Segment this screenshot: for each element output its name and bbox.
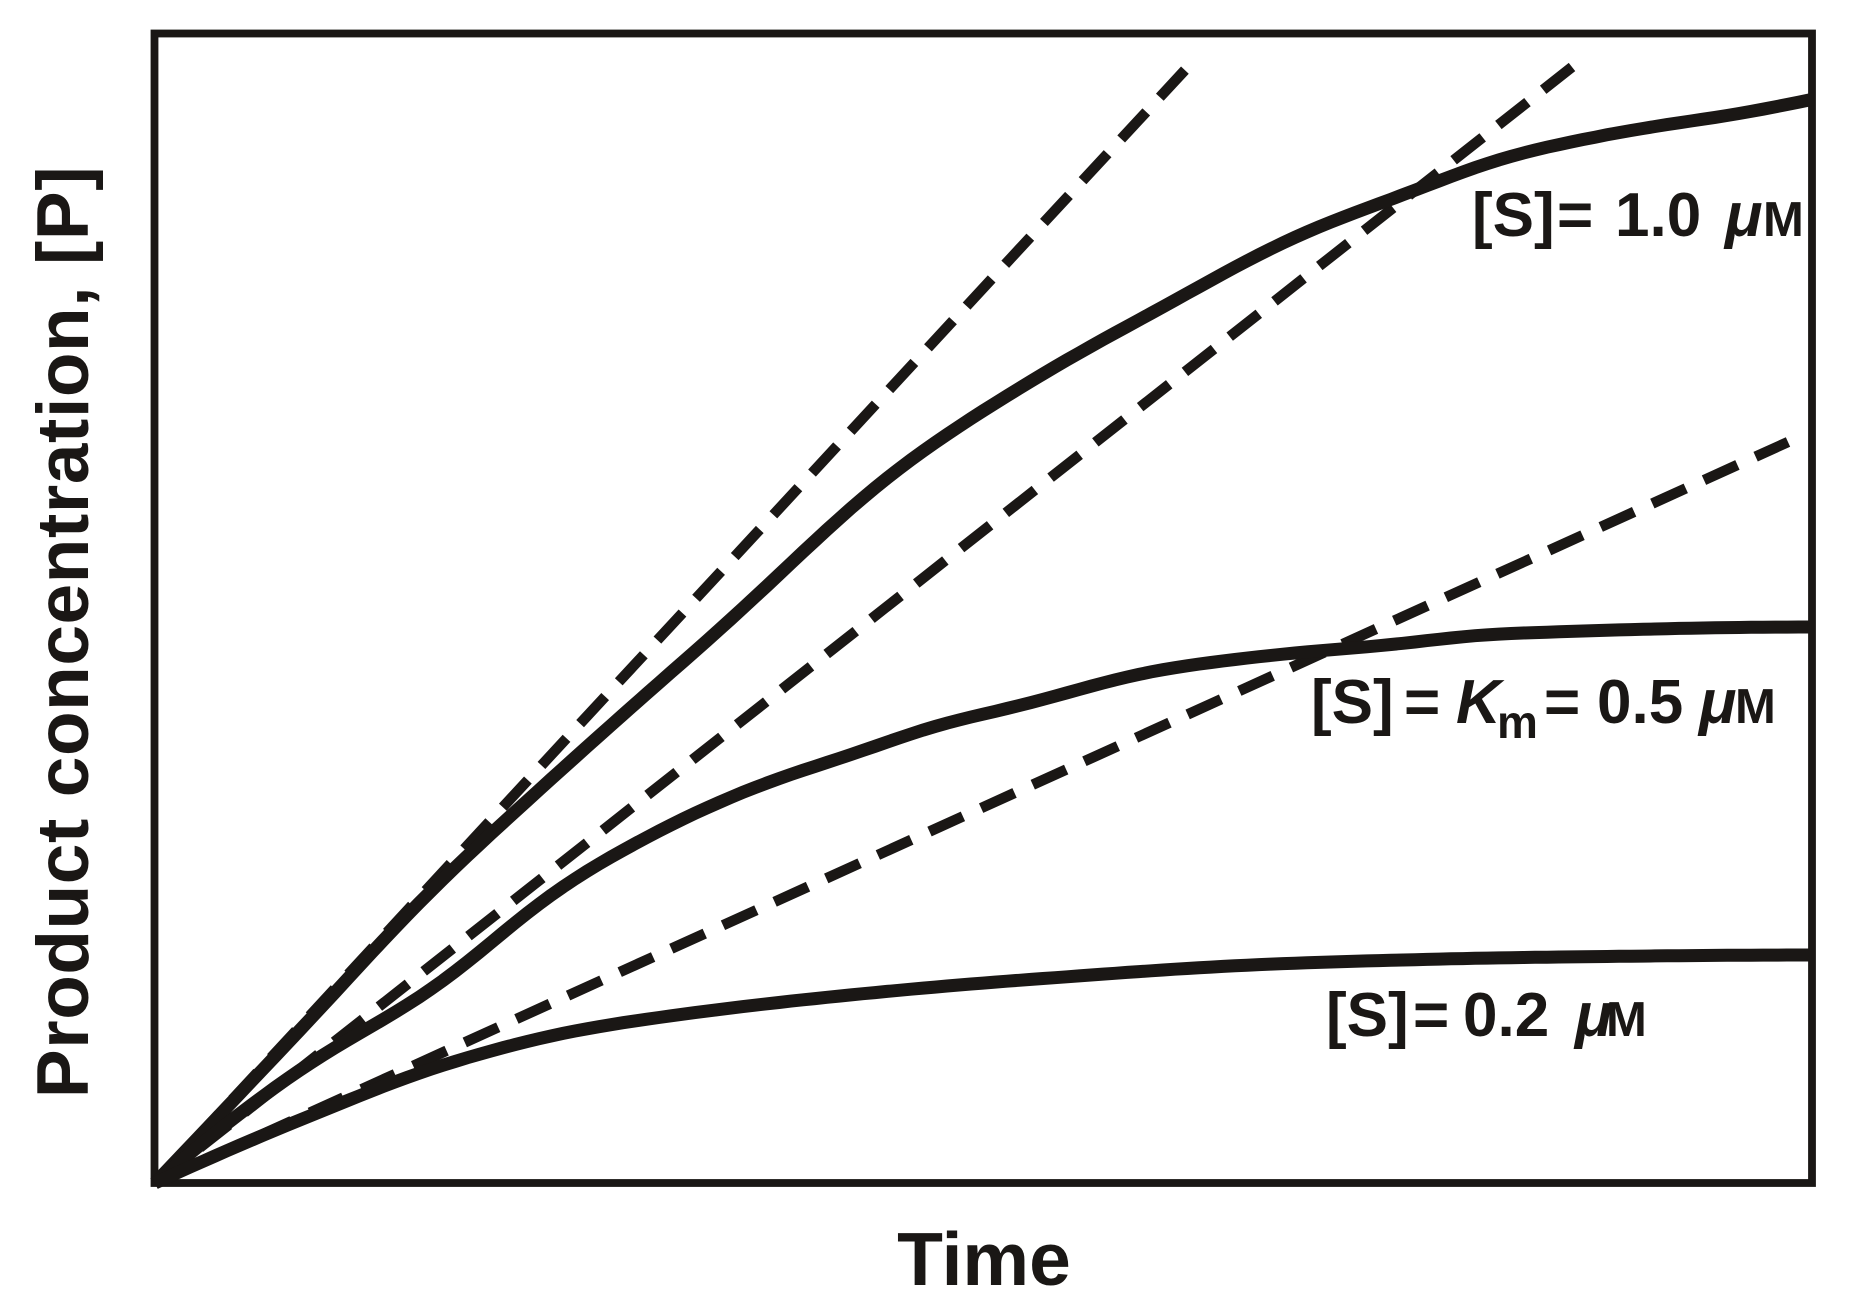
svg-text:[S]: [S]	[1326, 981, 1409, 1050]
svg-text:μ: μ	[1573, 981, 1612, 1050]
svg-text:=: =	[1413, 981, 1449, 1050]
svg-text:M: M	[1763, 193, 1804, 247]
svg-text:μ: μ	[1723, 181, 1762, 250]
svg-text:K: K	[1456, 668, 1505, 737]
svg-text:[S]: [S]	[1311, 668, 1394, 737]
svg-text:[S]: [S]	[1472, 181, 1555, 250]
svg-text:0.5: 0.5	[1597, 668, 1683, 737]
svg-text:=: =	[1544, 668, 1580, 737]
svg-text:1.0: 1.0	[1615, 181, 1701, 250]
svg-text:=: =	[1557, 181, 1593, 250]
svg-text:M: M	[1735, 680, 1776, 734]
svg-text:Time: Time	[897, 1217, 1071, 1300]
svg-text:Product concentration, [P]: Product concentration, [P]	[23, 166, 104, 1098]
svg-text:M: M	[1606, 993, 1647, 1047]
svg-text:μ: μ	[1697, 668, 1736, 737]
svg-text:0.2: 0.2	[1463, 981, 1549, 1050]
svg-text:m: m	[1497, 696, 1538, 748]
svg-text:=: =	[1404, 668, 1440, 737]
